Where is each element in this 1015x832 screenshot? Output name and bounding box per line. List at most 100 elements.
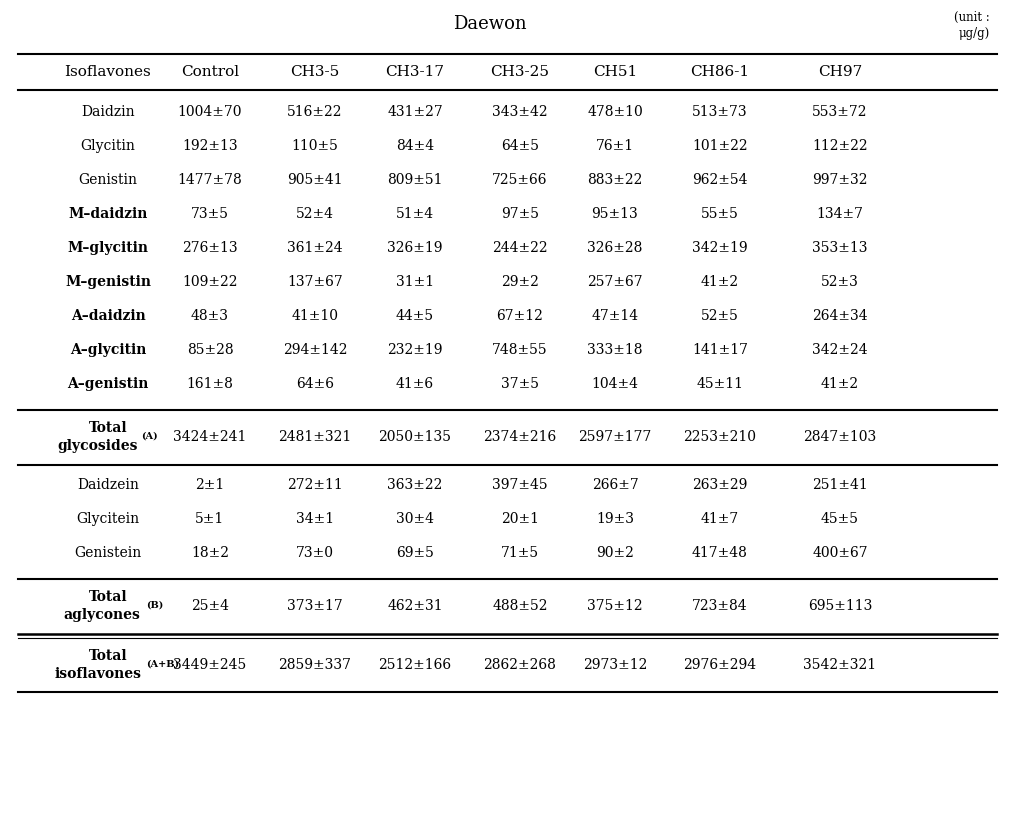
Text: 95±13: 95±13 (592, 207, 638, 221)
Text: 41±7: 41±7 (701, 512, 739, 526)
Text: 342±24: 342±24 (812, 343, 868, 357)
Text: 18±2: 18±2 (191, 546, 229, 560)
Text: 417±48: 417±48 (692, 546, 748, 560)
Text: 5±1: 5±1 (195, 512, 224, 526)
Text: (B): (B) (146, 601, 163, 610)
Text: 52±3: 52±3 (821, 275, 859, 289)
Text: 134±7: 134±7 (816, 207, 864, 221)
Text: CH51: CH51 (593, 65, 637, 79)
Text: A–glycitin: A–glycitin (70, 343, 146, 357)
Text: 513±73: 513±73 (692, 105, 748, 119)
Text: 64±5: 64±5 (501, 139, 539, 153)
Text: 488±52: 488±52 (492, 599, 548, 613)
Text: 101±22: 101±22 (692, 139, 748, 153)
Text: (A+B): (A+B) (146, 660, 179, 669)
Text: 997±32: 997±32 (812, 173, 868, 187)
Text: aglycones: aglycones (64, 608, 140, 622)
Text: 294±142: 294±142 (283, 343, 347, 357)
Text: 44±5: 44±5 (396, 309, 434, 323)
Text: Control: Control (181, 65, 240, 79)
Text: 161±8: 161±8 (187, 377, 233, 391)
Text: 73±5: 73±5 (191, 207, 229, 221)
Text: 695±113: 695±113 (808, 599, 872, 613)
Text: 3542±321: 3542±321 (804, 658, 877, 672)
Text: 141±17: 141±17 (692, 343, 748, 357)
Text: Daewon: Daewon (453, 15, 527, 33)
Text: 52±4: 52±4 (296, 207, 334, 221)
Text: M–daidzin: M–daidzin (68, 207, 148, 221)
Text: Total: Total (88, 649, 127, 663)
Text: Daidzin: Daidzin (81, 105, 135, 119)
Text: 110±5: 110±5 (291, 139, 338, 153)
Text: 48±3: 48±3 (191, 309, 229, 323)
Text: 266±7: 266±7 (592, 478, 638, 492)
Text: 1004±70: 1004±70 (178, 105, 243, 119)
Text: 137±67: 137±67 (287, 275, 343, 289)
Text: 2253±210: 2253±210 (683, 430, 756, 444)
Text: 76±1: 76±1 (596, 139, 634, 153)
Text: 85±28: 85±28 (187, 343, 233, 357)
Text: 41±2: 41±2 (821, 377, 859, 391)
Text: 342±19: 342±19 (692, 241, 748, 255)
Text: 516±22: 516±22 (287, 105, 343, 119)
Text: Genistein: Genistein (74, 546, 142, 560)
Text: 64±6: 64±6 (296, 377, 334, 391)
Text: 478±10: 478±10 (587, 105, 642, 119)
Text: 41±2: 41±2 (701, 275, 739, 289)
Text: 276±13: 276±13 (182, 241, 238, 255)
Text: 2512±166: 2512±166 (379, 658, 452, 672)
Text: 2050±135: 2050±135 (379, 430, 452, 444)
Text: 112±22: 112±22 (812, 139, 868, 153)
Text: 397±45: 397±45 (492, 478, 548, 492)
Text: 97±5: 97±5 (501, 207, 539, 221)
Text: 30±4: 30±4 (396, 512, 434, 526)
Text: 41±10: 41±10 (291, 309, 338, 323)
Text: 45±11: 45±11 (696, 377, 744, 391)
Text: isoflavones: isoflavones (55, 667, 141, 681)
Text: Daidzein: Daidzein (77, 478, 139, 492)
Text: 104±4: 104±4 (592, 377, 638, 391)
Text: (A): (A) (141, 432, 157, 441)
Text: 431±27: 431±27 (387, 105, 443, 119)
Text: 2976±294: 2976±294 (683, 658, 756, 672)
Text: 2862±268: 2862±268 (483, 658, 556, 672)
Text: 257±67: 257±67 (588, 275, 642, 289)
Text: Genistin: Genistin (78, 173, 137, 187)
Text: Glycitein: Glycitein (76, 512, 139, 526)
Text: 47±14: 47±14 (592, 309, 638, 323)
Text: 73±0: 73±0 (296, 546, 334, 560)
Text: 20±1: 20±1 (501, 512, 539, 526)
Text: 192±13: 192±13 (182, 139, 238, 153)
Text: 232±19: 232±19 (388, 343, 443, 357)
Text: μg/g): μg/g) (959, 27, 990, 41)
Text: Total: Total (88, 421, 127, 435)
Text: 905±41: 905±41 (287, 173, 343, 187)
Text: 3424±241: 3424±241 (174, 430, 247, 444)
Text: 263±29: 263±29 (692, 478, 748, 492)
Text: 1477±78: 1477±78 (178, 173, 243, 187)
Text: 353±13: 353±13 (812, 241, 868, 255)
Text: CH3-5: CH3-5 (290, 65, 340, 79)
Text: M–glycitin: M–glycitin (68, 241, 148, 255)
Text: 37±5: 37±5 (501, 377, 539, 391)
Text: 343±42: 343±42 (492, 105, 548, 119)
Text: 25±4: 25±4 (191, 599, 229, 613)
Text: 553±72: 553±72 (812, 105, 868, 119)
Text: 2±1: 2±1 (195, 478, 224, 492)
Text: A–genistin: A–genistin (67, 377, 148, 391)
Text: 45±5: 45±5 (821, 512, 859, 526)
Text: 244±22: 244±22 (492, 241, 548, 255)
Text: A–daidzin: A–daidzin (71, 309, 145, 323)
Text: 41±6: 41±6 (396, 377, 434, 391)
Text: 326±28: 326±28 (588, 241, 642, 255)
Text: M–genistin: M–genistin (65, 275, 151, 289)
Text: 2859±337: 2859±337 (278, 658, 351, 672)
Text: 84±4: 84±4 (396, 139, 434, 153)
Text: 251±41: 251±41 (812, 478, 868, 492)
Text: 2973±12: 2973±12 (583, 658, 648, 672)
Text: 375±12: 375±12 (588, 599, 642, 613)
Text: 19±3: 19±3 (596, 512, 634, 526)
Text: 69±5: 69±5 (396, 546, 434, 560)
Text: 109±22: 109±22 (183, 275, 238, 289)
Text: 2847±103: 2847±103 (804, 430, 877, 444)
